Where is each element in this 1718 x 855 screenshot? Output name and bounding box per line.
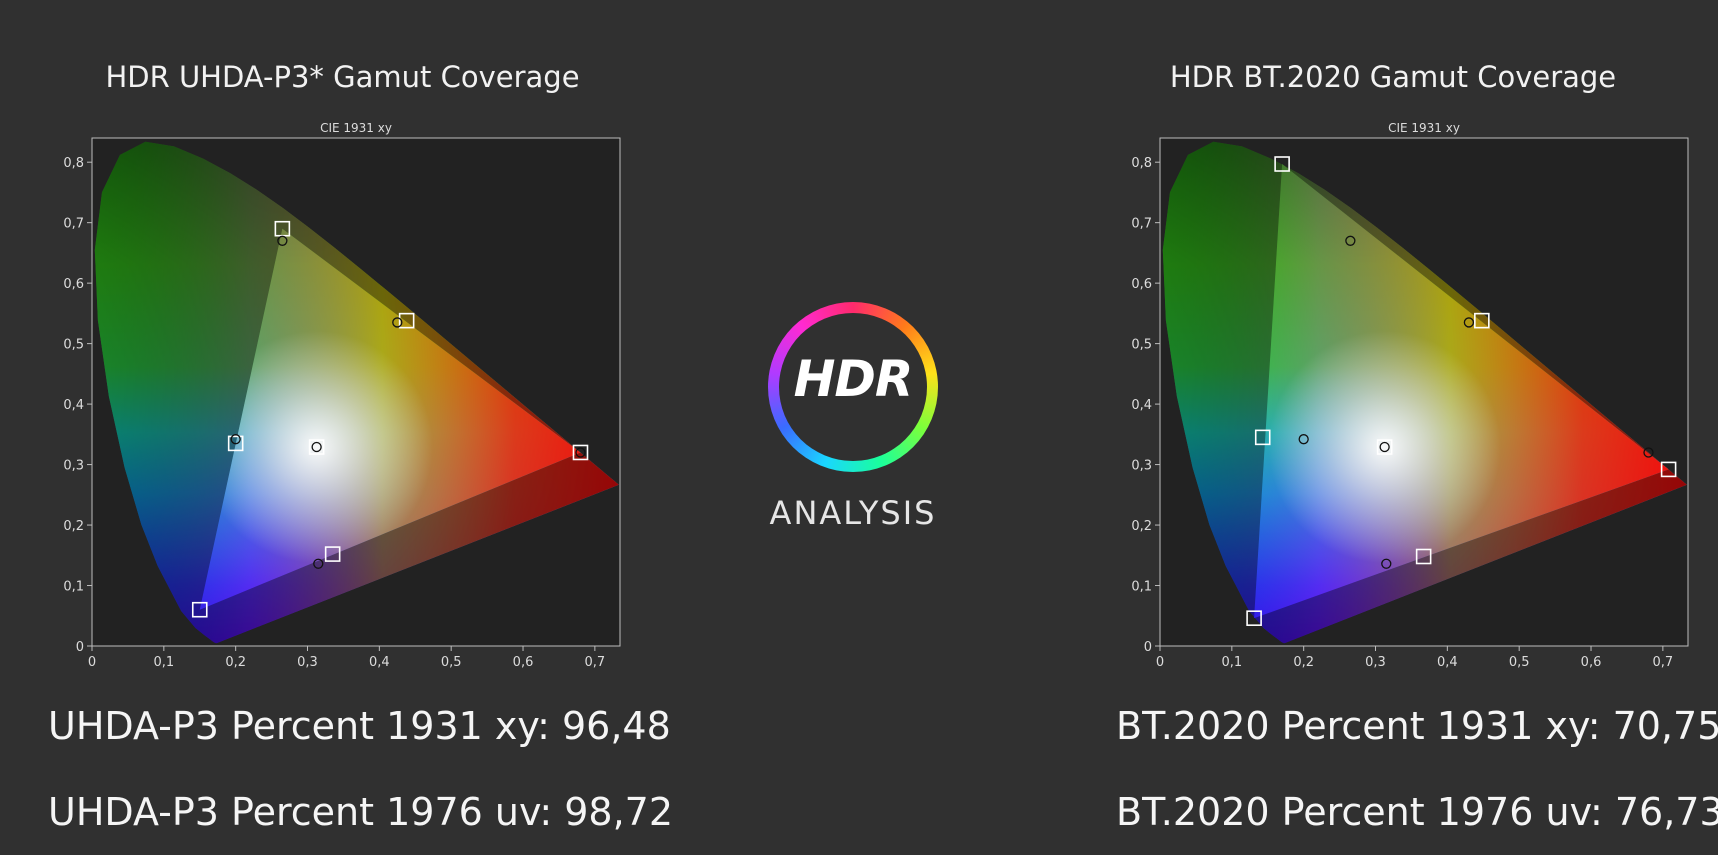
x-tick-label: 0,7 [1653,655,1674,670]
measured-point [277,235,288,246]
measured-point [1643,447,1654,458]
y-tick-label: 0,7 [1131,217,1152,232]
measured-point [230,434,241,445]
y-tick-label: 0,8 [1131,156,1152,171]
target-square [308,439,325,455]
x-tick-label: 0,3 [1365,655,1386,670]
x-tick-label: 0,7 [585,655,606,670]
target-square [1660,461,1677,478]
target-square [572,444,589,461]
target-square [1274,156,1290,172]
plot-frame [91,137,621,647]
measured-point [1463,317,1475,328]
y-tick-label: 0,6 [1131,277,1152,292]
measured-point [575,447,586,458]
x-tick-label: 0,1 [153,655,174,670]
y-tick-label: 0,1 [1131,580,1152,595]
measured-point [392,317,403,328]
hdr-analysis-logo: HDR ANALYSIS [758,292,948,542]
target-square [1474,312,1490,329]
y-tick-label: 0,6 [63,277,84,292]
target-square [1376,439,1393,455]
x-tick-label: 0,1 [1221,655,1242,670]
x-tick-label: 0,2 [225,655,246,670]
x-tick-label: 0,4 [1437,655,1458,670]
measured-point [313,558,324,569]
logo-hdr-text: HDR [793,350,914,408]
y-tick-label: 0,4 [1131,398,1152,413]
right-panel-title: HDR BT.2020 Gamut Coverage [1169,60,1617,94]
x-tick-label: 0,2 [1293,655,1314,670]
p3-uv-percent: UHDA-P3 Percent 1976 uv: 98,72 [48,790,674,834]
p3-cie-chart: CIE 1931 xy 0 0,1 0,2 0,3 0,4 0,5 0,6 0,7 0 0,1 0,2… [63,121,621,670]
y-tick-label: 0,7 [63,217,84,232]
x-tick-label: 0,5 [1509,655,1530,670]
x-tick-label: 0,4 [369,655,390,670]
y-tick-label: 0,5 [1131,338,1152,353]
x-tick-label: 0 [88,655,96,670]
x-tick-label: 0,5 [441,655,462,670]
measured-point [1381,558,1392,569]
y-tick-label: 0,3 [63,459,84,474]
y-tick-label: 0,5 [63,338,84,353]
y-tick-label: 0 [1144,640,1152,655]
p3-xy-percent: UHDA-P3 Percent 1931 xy: 96,48 [48,704,671,748]
x-tick-label: 0,6 [1581,655,1602,670]
target-square [1246,610,1262,626]
plot-title: CIE 1931 xy [320,121,392,135]
y-tick-label: 0,4 [63,398,84,413]
logo-analysis-text: ANALYSIS [769,494,937,532]
y-tick-label: 0,2 [1131,519,1152,534]
ring-center [779,313,927,461]
target-square [227,435,244,452]
y-tick-label: 0 [76,640,84,655]
measured-point [1345,235,1356,246]
measured-point [311,441,322,453]
bt2020-cie-chart: CIE 1931 xy 0 0,1 0,2 0,3 0,4 0,5 0,6 0,7 0 0,1 0,2… [1131,121,1689,670]
measured-point [1379,441,1390,453]
measured-point [1298,434,1309,445]
x-tick-label: 0,3 [297,655,318,670]
target-square [398,312,415,329]
x-tick-label: 0 [1156,655,1164,670]
y-tick-label: 0,1 [63,580,84,595]
target-square [191,601,208,618]
plot-frame [1159,137,1689,647]
x-tick-label: 0,6 [513,655,534,670]
target-square [324,546,341,562]
bt2020-uv-percent: BT.2020 Percent 1976 uv: 76,73 [1116,790,1718,834]
y-tick-label: 0,8 [63,156,84,171]
left-panel-title: HDR UHDA-P3* Gamut Coverage [105,60,580,94]
target-square [1254,429,1271,446]
plot-title: CIE 1931 xy [1388,121,1460,135]
bt2020-xy-percent: BT.2020 Percent 1931 xy: 70,75 [1116,704,1718,748]
y-tick-label: 0,3 [1131,459,1152,474]
target-square [1415,548,1432,565]
y-tick-label: 0,2 [63,519,84,534]
